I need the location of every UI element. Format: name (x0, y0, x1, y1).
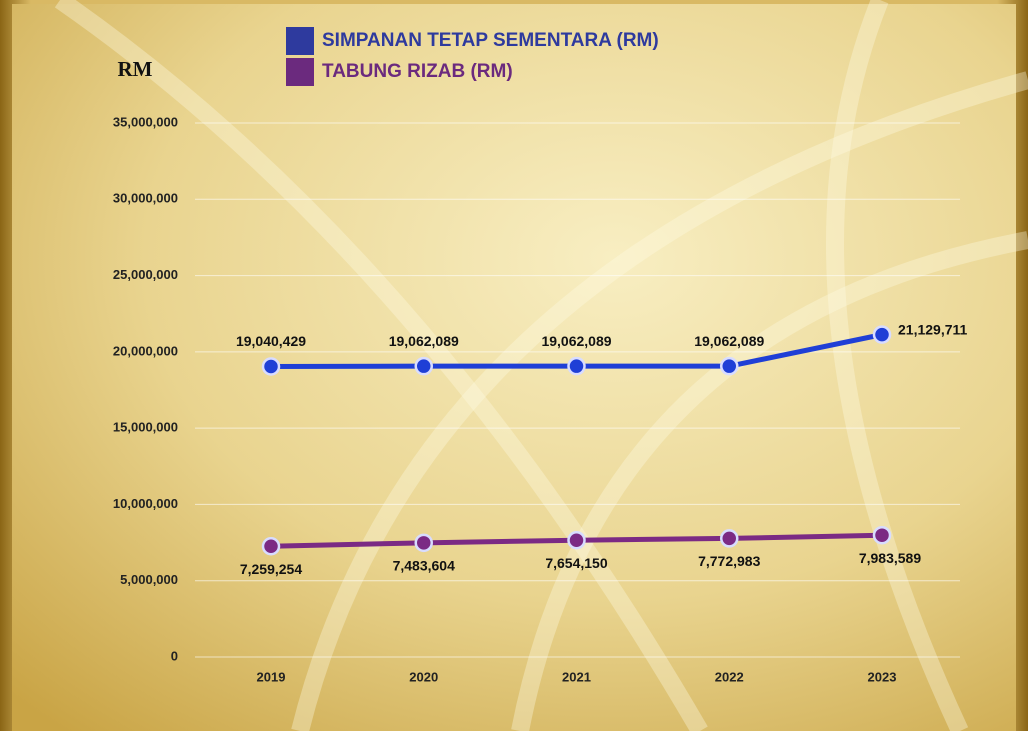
data-point (261, 536, 281, 556)
data-point (720, 529, 739, 548)
data-point (414, 533, 433, 553)
y-tick-label: 0 (171, 648, 178, 663)
data-point (567, 356, 586, 376)
x-tick-label: 2023 (868, 669, 897, 684)
y-tick-label: 35,000,000 (113, 114, 178, 129)
y-tick-label: 20,000,000 (113, 343, 178, 358)
x-tick-label: 2020 (409, 669, 438, 684)
data-label: 19,062,089 (389, 333, 459, 349)
data-label: 19,062,089 (694, 333, 764, 349)
data-point (872, 325, 892, 344)
y-tick-label: 25,000,000 (113, 267, 178, 282)
decor-arcs (54, 0, 1028, 731)
y-tick-label: 15,000,000 (113, 420, 178, 435)
data-point (872, 525, 892, 545)
x-tick-label: 2022 (715, 669, 744, 684)
legend-swatch (286, 27, 314, 55)
data-label: 7,654,150 (545, 555, 607, 571)
legend-swatch (286, 58, 314, 86)
x-tick-label: 2019 (257, 669, 286, 684)
legend-label: TABUNG RIZAB (RM) (322, 61, 513, 82)
x-tick-label: 2021 (562, 669, 591, 684)
data-label: 19,062,089 (541, 333, 611, 349)
data-label: 21,129,711 (898, 321, 968, 337)
data-point (720, 356, 739, 376)
data-point (414, 356, 433, 376)
data-label: 7,983,589 (859, 550, 921, 566)
y-axis-label: RM (118, 57, 153, 81)
y-tick-label: 10,000,000 (113, 496, 178, 511)
y-tick-label: 30,000,000 (113, 191, 178, 206)
y-tick-label: 5,000,000 (120, 572, 178, 587)
data-label: 7,772,983 (698, 553, 760, 569)
data-label: 19,040,429 (236, 333, 306, 349)
data-point (261, 357, 281, 376)
legend-label: SIMPANAN TETAP SEMENTARA (RM) (322, 30, 659, 51)
data-label: 7,259,254 (240, 561, 302, 577)
data-point (567, 530, 586, 550)
data-label: 7,483,604 (393, 558, 455, 574)
